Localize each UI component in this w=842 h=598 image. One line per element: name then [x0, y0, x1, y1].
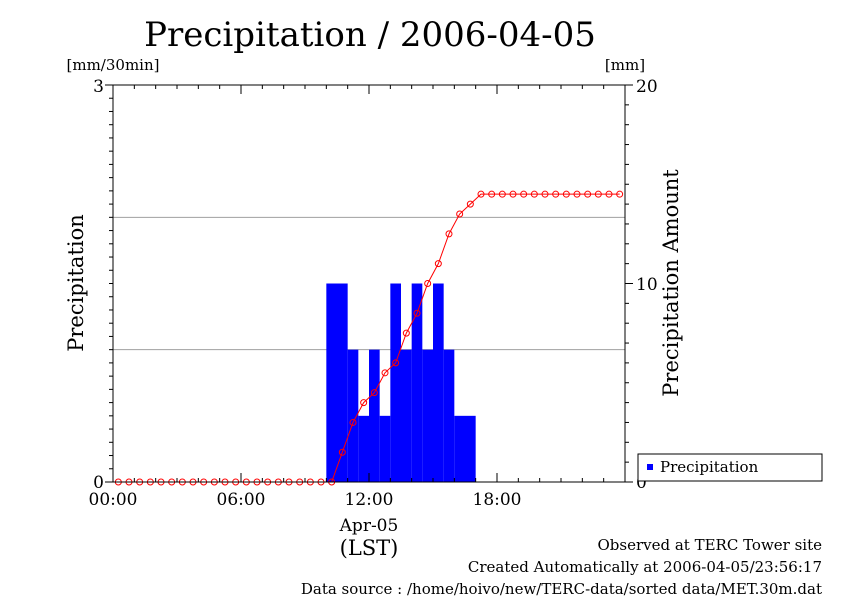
precipitation-bar-12 [443, 349, 455, 482]
right-axis-unit: [mm] [605, 56, 645, 74]
precipitation-amount-point-44 [573, 190, 581, 198]
right-tick-label-20: 20 [636, 77, 658, 97]
precipitation-bar-11 [433, 283, 444, 482]
left-tick-label-3: 3 [93, 77, 104, 97]
x-tick-label-0000: 00:00 [89, 490, 138, 510]
precipitation-amount-point-41 [541, 190, 549, 198]
precipitation-amount-point-35 [477, 190, 485, 198]
x-date-label: Apr-05 [339, 516, 399, 536]
precipitation-bar-10 [422, 349, 433, 482]
precipitation-amount-point-31 [434, 260, 442, 268]
precipitation-bar-4 [358, 415, 369, 482]
precipitation-amount-point-22 [338, 448, 346, 456]
precipitation-bar-6 [379, 415, 391, 482]
precipitation-amount-point-39 [520, 190, 528, 198]
precipitation-bar-14 [465, 415, 476, 482]
legend-box [637, 453, 823, 482]
gridlines [113, 216, 625, 351]
precipitation-amount-point-30 [424, 280, 432, 287]
precipitation-amount-point-43 [562, 190, 570, 198]
precipitation-amount-point-47 [605, 190, 613, 198]
footer-data-source: Data source : /home/hoivo/new/TERC-data/… [300, 580, 822, 598]
x-tick-label-1800: 18:00 [473, 490, 522, 510]
precipitation-bars [326, 283, 476, 482]
precipitation-amount-point-29 [413, 309, 421, 317]
precipitation-amount-point-38 [509, 190, 517, 198]
precipitation-amount-point-23 [349, 418, 357, 426]
precipitation-bar-3 [347, 349, 359, 482]
footer-created: Created Automatically at 2006-04-05/23:5… [467, 558, 822, 576]
legend-swatch [647, 464, 653, 470]
precipitation-amount-point-27 [392, 359, 400, 367]
chart-title: Precipitation / 2006-04-05 [144, 15, 596, 55]
precipitation-bar-2 [337, 283, 348, 482]
precipitation-amount-point-34 [466, 200, 474, 208]
legend: Precipitation [637, 453, 823, 482]
footer-observed: Observed at TERC Tower site [597, 536, 822, 554]
right-axis-label: Precipitation Amount [659, 169, 683, 397]
precipitation-amount-point-42 [552, 190, 560, 198]
precipitation-amount-point-26 [381, 369, 389, 377]
precipitation-bar-13 [454, 415, 465, 482]
x-unit-label: (LST) [340, 536, 399, 560]
precipitation-amount-point-40 [530, 190, 538, 198]
precipitation-amount-point-25 [370, 389, 378, 397]
legend-label: Precipitation [660, 458, 759, 476]
axis-ticks [105, 84, 633, 483]
left-tick-label-0: 0 [93, 473, 104, 493]
left-axis-unit: [mm/30min] [67, 56, 160, 74]
precipitation-amount-point-28 [402, 329, 410, 337]
precipitation-amount-point-36 [488, 190, 496, 198]
left-axis-label: Precipitation [64, 214, 88, 352]
right-tick-label-10: 10 [636, 275, 658, 295]
precipitation-bar-1 [326, 283, 337, 482]
precipitation-amount-point-33 [456, 210, 464, 218]
right-tick-label-0: 0 [636, 473, 647, 493]
precipitation-bar-7 [390, 283, 401, 482]
precipitation-amount-point-37 [498, 190, 506, 198]
precipitation-bar-8 [401, 349, 412, 482]
precipitation-amount-point-45 [584, 190, 592, 198]
x-tick-label-1200: 12:00 [345, 490, 394, 510]
precipitation-amount-point-48 [616, 190, 624, 198]
precipitation-amount-point-46 [594, 190, 602, 198]
precipitation-amount-point-24 [360, 399, 368, 407]
precipitation-bar-9 [411, 283, 423, 482]
precipitation-bar-5 [369, 349, 380, 482]
x-tick-label-0600: 06:00 [217, 490, 266, 510]
precipitation-amount-point-32 [445, 230, 453, 238]
